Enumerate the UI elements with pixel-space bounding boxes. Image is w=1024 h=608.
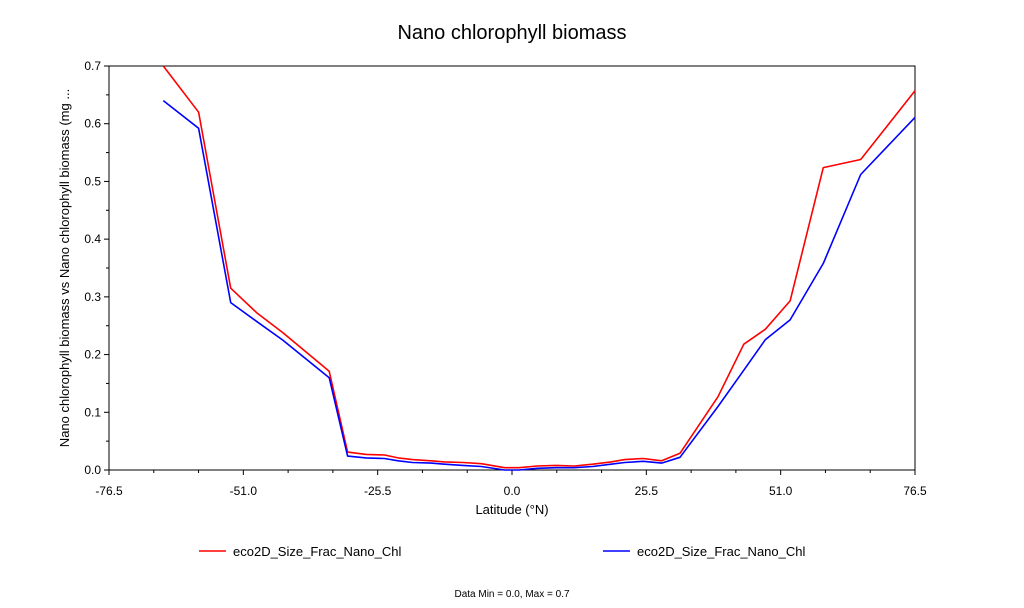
x-tick-label: 25.5 [635, 484, 659, 498]
data-range-footnote: Data Min = 0.0, Max = 0.7 [454, 589, 569, 600]
legend-label-2: eco2D_Size_Frac_Nano_Chl [637, 544, 805, 559]
series-line-1 [162, 65, 916, 469]
y-tick-label: 0.5 [84, 174, 101, 188]
y-tick-label: 0.7 [84, 59, 101, 73]
legend: eco2D_Size_Frac_Nano_Chl eco2D_Size_Frac… [199, 544, 805, 559]
y-tick-label: 0.1 [84, 405, 101, 419]
chart-title: Nano chlorophyll biomass [397, 22, 626, 44]
y-tick-label: 0.2 [84, 348, 101, 362]
legend-label-1: eco2D_Size_Frac_Nano_Chl [233, 544, 401, 559]
x-tick-label: -25.5 [364, 484, 392, 498]
y-axis-label: Nano chlorophyll biomass vs Nano chlorop… [57, 89, 72, 447]
series-line-2 [162, 99, 916, 471]
plot-frame [108, 65, 916, 471]
y-tick-label: 0.6 [84, 117, 101, 131]
plot-area: 0.0 0.1 0.2 0.3 0.4 0.5 0.6 0.7 -76.5 -51.0 -25.5… [84, 59, 927, 498]
x-axis-label: Latitude (°N) [475, 502, 548, 517]
x-tick-label: -51.0 [230, 484, 258, 498]
x-tick-label: 76.5 [903, 484, 927, 498]
y-axis: 0.0 0.1 0.2 0.3 0.4 0.5 0.6 0.7 [84, 59, 109, 477]
x-tick-label: 0.0 [504, 484, 521, 498]
x-tick-label: -76.5 [95, 484, 123, 498]
x-tick-label: 51.0 [769, 484, 793, 498]
x-axis: -76.5 -51.0 -25.5 0.0 25.5 51.0 76.5 [95, 470, 927, 498]
y-tick-label: 0.3 [84, 290, 101, 304]
y-tick-label: 0.0 [84, 463, 101, 477]
series-group [162, 65, 916, 471]
y-tick-label: 0.4 [84, 232, 101, 246]
